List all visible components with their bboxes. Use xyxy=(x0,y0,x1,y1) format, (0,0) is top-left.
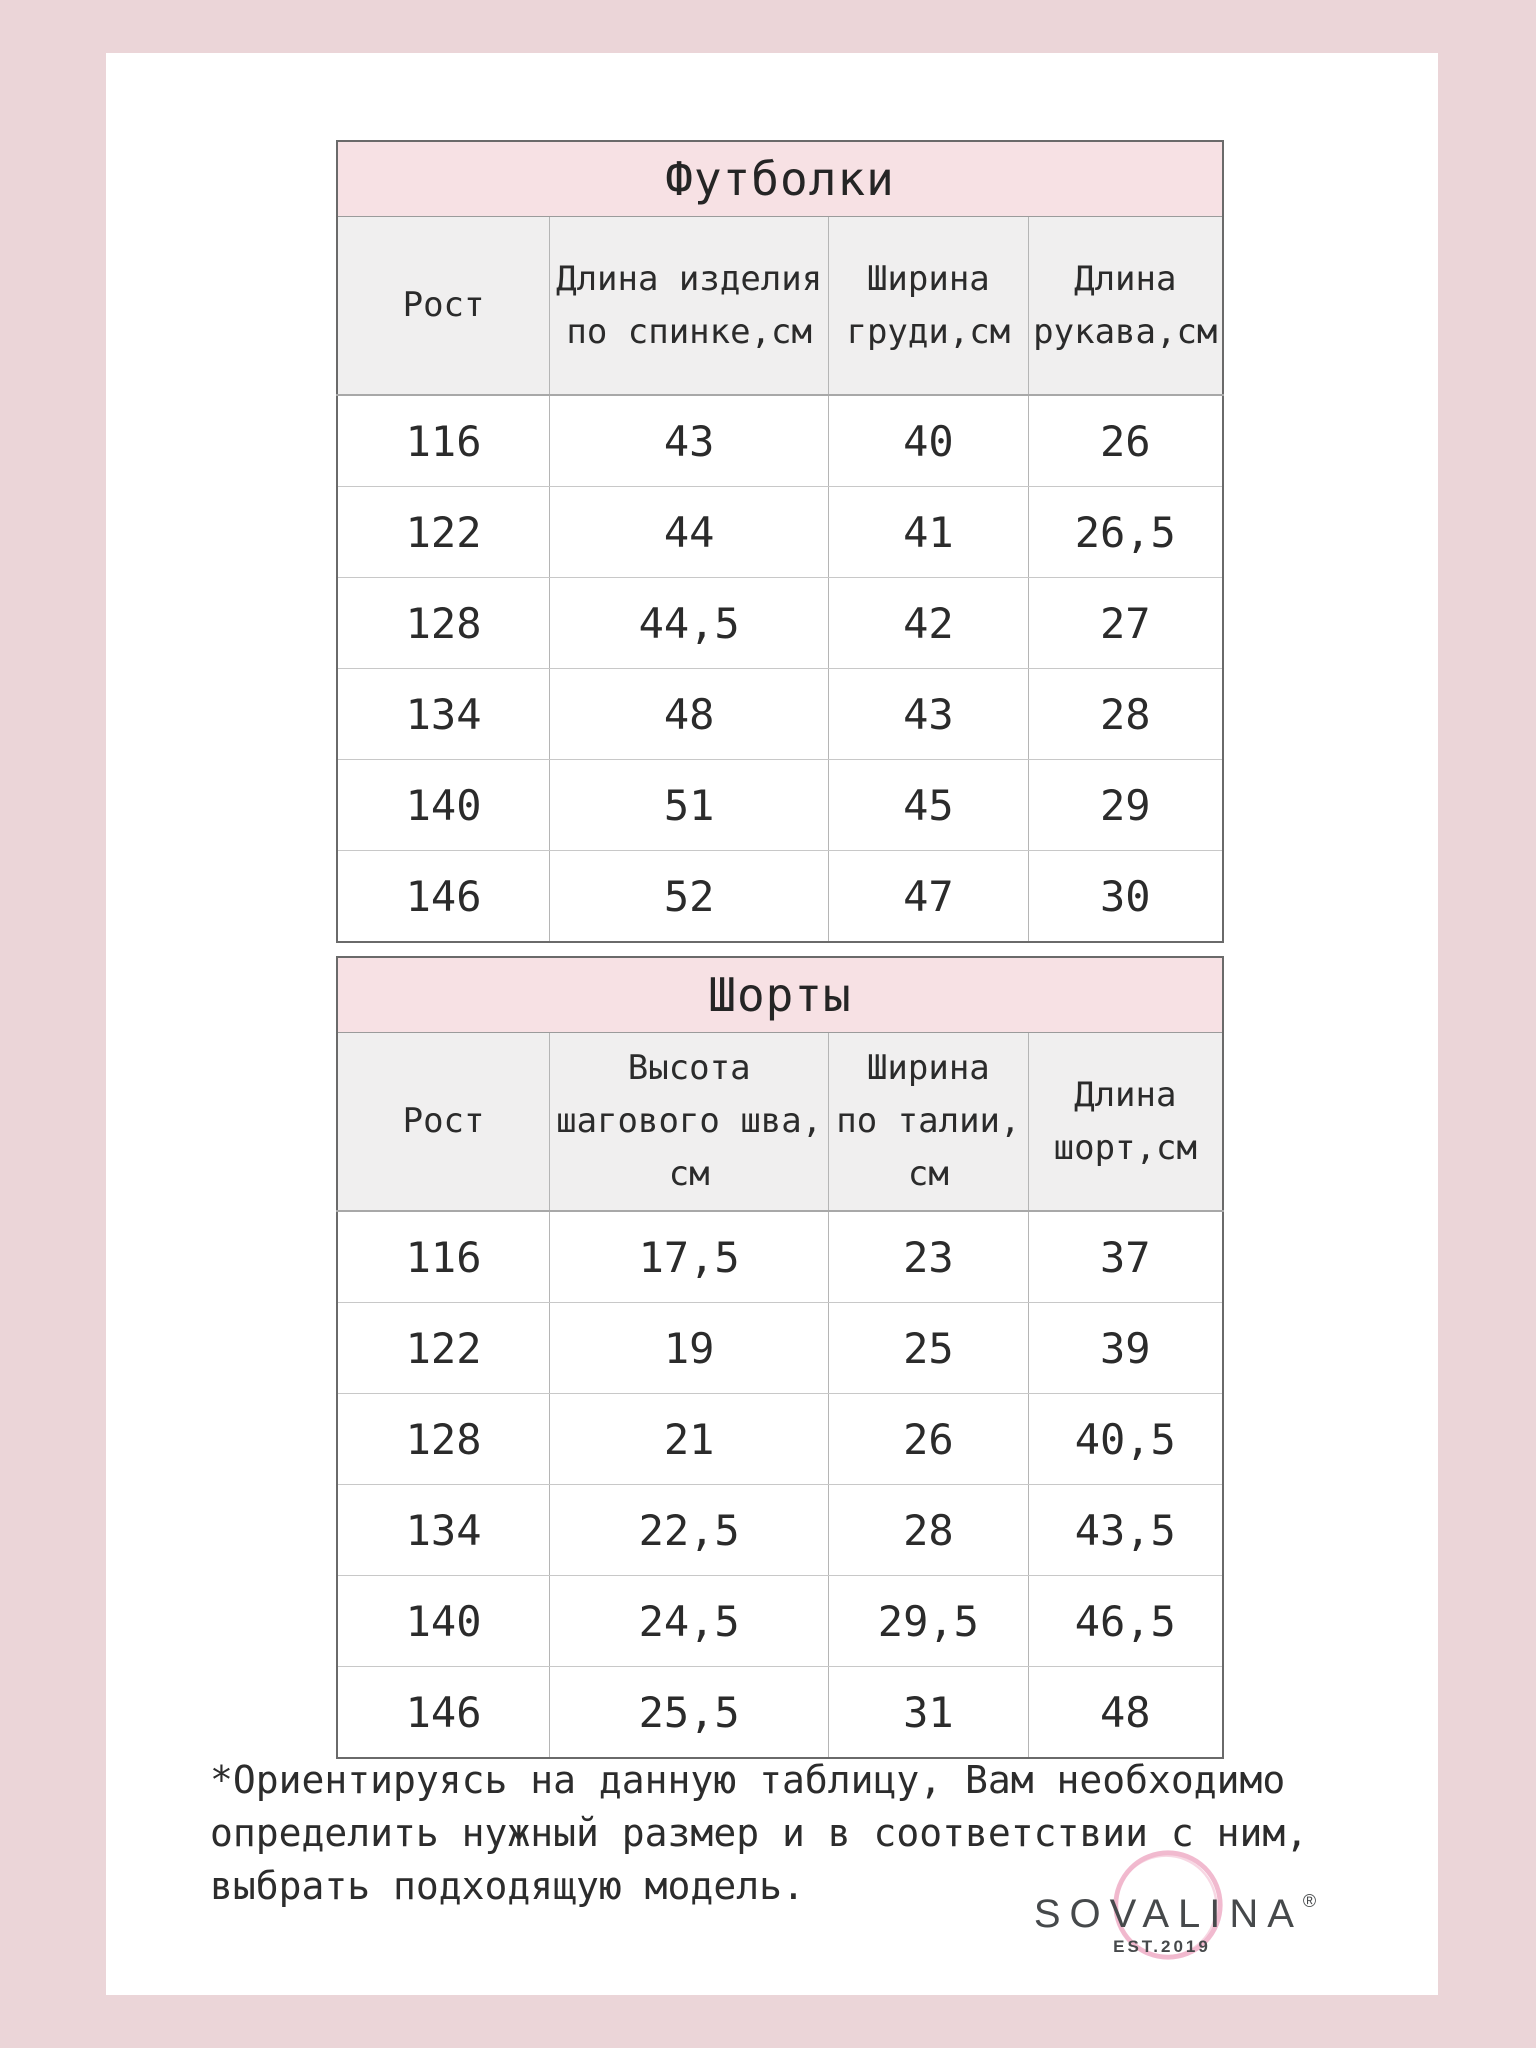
table-cell: 128 xyxy=(336,1393,551,1485)
table-cell: 42 xyxy=(828,577,1029,669)
content-card: Футболки Рост Длина изделия по спинке,см… xyxy=(106,53,1438,1995)
column-header: Рост xyxy=(336,216,551,396)
table-cell: 19 xyxy=(549,1302,830,1394)
size-table-shorts: Шорты Рост Высота шагового шва, см Ширин… xyxy=(336,956,1224,1759)
footnote: *Ориентируясь на данную таблицу, Вам нео… xyxy=(210,1754,1308,1913)
table-cell: 23 xyxy=(828,1211,1029,1303)
table-row: 116 17,5 23 37 xyxy=(336,1211,1224,1303)
table-row: 140 24,5 29,5 46,5 xyxy=(336,1575,1224,1667)
table-cell: 30 xyxy=(1027,850,1224,942)
tshirts-table: Футболки Рост Длина изделия по спинке,см… xyxy=(336,140,1224,943)
table-title: Шорты xyxy=(337,957,1223,1033)
table-cell: 134 xyxy=(336,1484,551,1576)
table-title-row: Шорты xyxy=(337,957,1223,1033)
table-cell: 47 xyxy=(828,850,1029,942)
table-row: 146 25,5 31 48 xyxy=(336,1666,1224,1758)
table-cell: 48 xyxy=(549,668,830,760)
table-cell: 26 xyxy=(828,1393,1029,1485)
table-cell: 26,5 xyxy=(1027,486,1224,578)
table-cell: 146 xyxy=(336,1666,551,1758)
table-cell: 29,5 xyxy=(828,1575,1029,1667)
size-table-tshirts: Футболки Рост Длина изделия по спинке,см… xyxy=(336,140,1224,943)
table-cell: 140 xyxy=(336,759,551,851)
table-cell: 116 xyxy=(336,1211,551,1303)
table-cell: 134 xyxy=(336,668,551,760)
table-cell: 26 xyxy=(1027,395,1224,487)
table-header-row: Рост Длина изделия по спинке,см Ширина г… xyxy=(336,216,1224,396)
table-cell: 116 xyxy=(336,395,551,487)
table-cell: 39 xyxy=(1027,1302,1224,1394)
brand-est: EST.2019 xyxy=(1113,1937,1211,1956)
column-header: Длина рукава,см xyxy=(1027,216,1224,396)
table-header-row: Рост Высота шагового шва, см Ширина по т… xyxy=(336,1032,1224,1212)
table-cell: 122 xyxy=(336,1302,551,1394)
table-cell: 22,5 xyxy=(549,1484,830,1576)
brand-logo: SOVALINA® EST.2019 xyxy=(1010,1835,1340,1985)
table-cell: 40,5 xyxy=(1027,1393,1224,1485)
table-cell: 28 xyxy=(828,1484,1029,1576)
table-row: 134 22,5 28 43,5 xyxy=(336,1484,1224,1576)
table-cell: 48 xyxy=(1027,1666,1224,1758)
table-cell: 37 xyxy=(1027,1211,1224,1303)
table-title-row: Футболки xyxy=(337,141,1223,217)
table-row: 140 51 45 29 xyxy=(336,759,1224,851)
table-cell: 31 xyxy=(828,1666,1029,1758)
column-header: Длина изделия по спинке,см xyxy=(549,216,830,396)
table-cell: 25 xyxy=(828,1302,1029,1394)
table-cell: 45 xyxy=(828,759,1029,851)
table-cell: 146 xyxy=(336,850,551,942)
table-cell: 27 xyxy=(1027,577,1224,669)
column-header: Рост xyxy=(336,1032,551,1212)
table-cell: 140 xyxy=(336,1575,551,1667)
column-header: Ширина груди,см xyxy=(828,216,1029,396)
table-row: 146 52 47 30 xyxy=(336,850,1224,942)
footnote-line: выбрать подходящую модель. xyxy=(210,1864,805,1908)
table-cell: 43,5 xyxy=(1027,1484,1224,1576)
table-cell: 17,5 xyxy=(549,1211,830,1303)
table-cell: 25,5 xyxy=(549,1666,830,1758)
column-header: Длина шорт,см xyxy=(1027,1032,1224,1212)
table-cell: 28 xyxy=(1027,668,1224,760)
table-row: 128 21 26 40,5 xyxy=(336,1393,1224,1485)
table-row: 116 43 40 26 xyxy=(336,395,1224,487)
table-cell: 46,5 xyxy=(1027,1575,1224,1667)
table-cell: 43 xyxy=(549,395,830,487)
table-cell: 128 xyxy=(336,577,551,669)
table-cell: 29 xyxy=(1027,759,1224,851)
registered-mark: ® xyxy=(1302,1891,1317,1911)
table-cell: 44 xyxy=(549,486,830,578)
table-row: 128 44,5 42 27 xyxy=(336,577,1224,669)
table-cell: 52 xyxy=(549,850,830,942)
table-cell: 21 xyxy=(549,1393,830,1485)
footnote-line: определить нужный размер и в соответстви… xyxy=(210,1811,1309,1855)
table-cell: 51 xyxy=(549,759,830,851)
table-cell: 24,5 xyxy=(549,1575,830,1667)
table-row: 122 19 25 39 xyxy=(336,1302,1224,1394)
column-header: Ширина по талии, см xyxy=(828,1032,1029,1212)
table-cell: 43 xyxy=(828,668,1029,760)
table-cell: 40 xyxy=(828,395,1029,487)
table-cell: 41 xyxy=(828,486,1029,578)
table-title: Футболки xyxy=(337,141,1223,217)
table-cell: 122 xyxy=(336,486,551,578)
shorts-table: Шорты Рост Высота шагового шва, см Ширин… xyxy=(336,956,1224,1759)
table-row: 122 44 41 26,5 xyxy=(336,486,1224,578)
table-cell: 44,5 xyxy=(549,577,830,669)
logo-ring-icon xyxy=(1113,1850,1223,1960)
brand-name: SOVALINA® xyxy=(1033,1891,1317,1936)
footnote-line: *Ориентируясь на данную таблицу, Вам нео… xyxy=(210,1758,1286,1802)
column-header: Высота шагового шва, см xyxy=(549,1032,830,1212)
table-row: 134 48 43 28 xyxy=(336,668,1224,760)
